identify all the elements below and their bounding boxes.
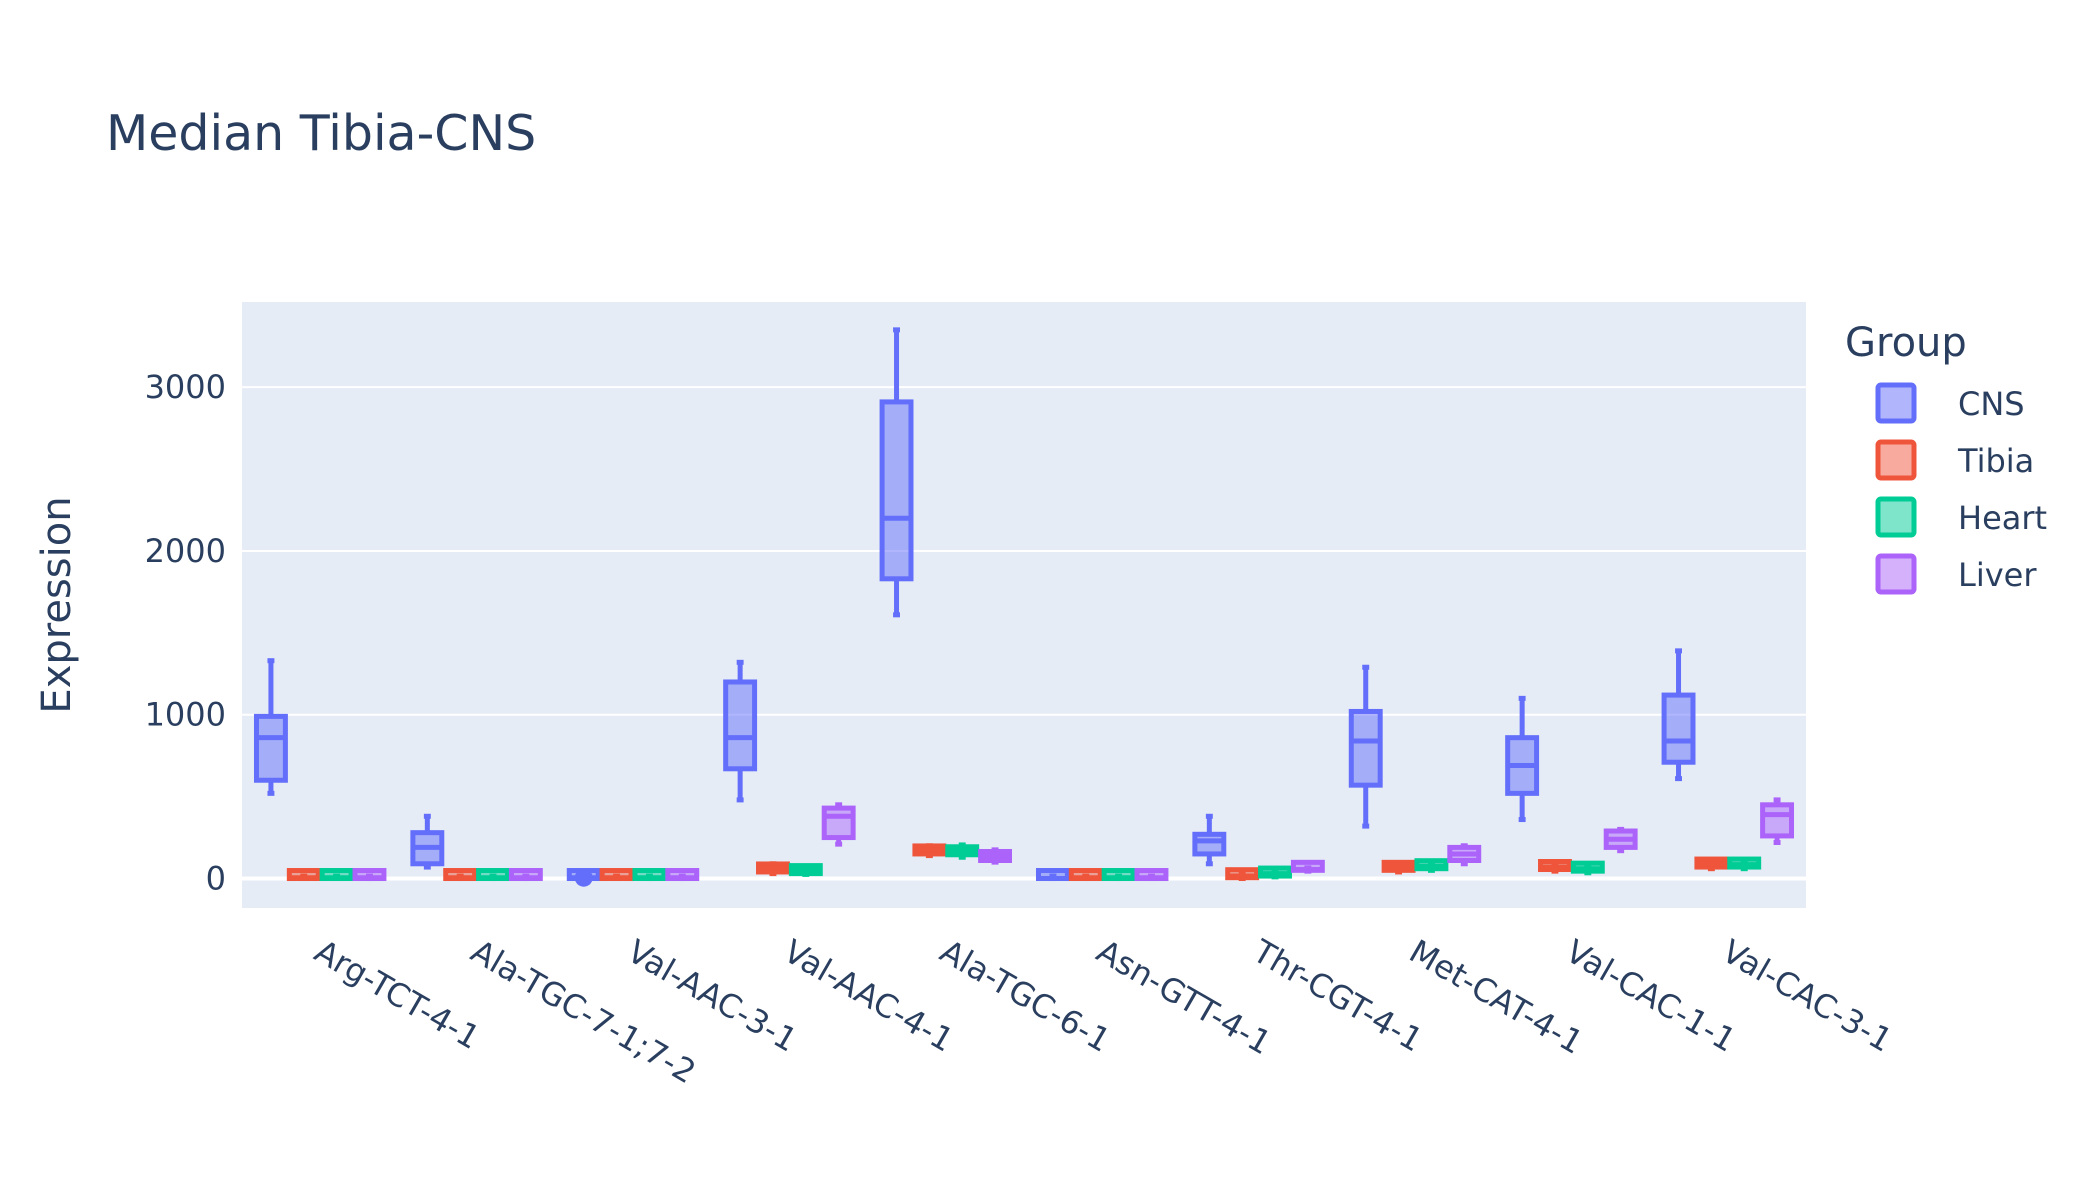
box-liver	[665, 868, 700, 882]
box-heart	[945, 842, 980, 860]
box-heart	[1101, 868, 1136, 882]
legend-item-tibia[interactable]: Tibia	[1875, 439, 2034, 481]
legend-swatch	[1875, 382, 1917, 424]
box-heart	[1414, 858, 1449, 873]
box-tibia	[286, 868, 321, 882]
box-liver	[1290, 859, 1325, 874]
box-cns	[723, 659, 758, 803]
y-tick-label: 2000	[145, 532, 226, 570]
box-cns	[253, 658, 288, 796]
box-cns	[410, 813, 445, 870]
box-heart	[788, 863, 823, 877]
legend-label: Tibia	[1957, 442, 2034, 480]
legend-label: Heart	[1958, 499, 2047, 537]
box-cns	[1348, 664, 1383, 829]
box-cns	[1035, 868, 1070, 882]
box-liver	[1134, 868, 1169, 882]
x-tick-label: Val-CAC-1-1	[1559, 932, 1742, 1060]
box-cns	[879, 327, 914, 618]
legend-item-heart[interactable]: Heart	[1875, 496, 2047, 538]
box-heart	[319, 868, 354, 882]
box-tibia	[756, 861, 790, 877]
box-liver	[821, 802, 856, 847]
box-iqr	[253, 713, 288, 783]
box-iqr	[1661, 692, 1696, 765]
box-liver	[352, 868, 387, 882]
box-heart	[632, 868, 667, 882]
box-iqr	[723, 679, 758, 772]
box-iqr	[879, 399, 914, 582]
legend-item-cns[interactable]: CNS	[1875, 382, 2025, 424]
box-iqr	[821, 805, 856, 841]
box-liver	[1447, 843, 1482, 867]
y-tick-label: 3000	[145, 368, 226, 406]
box-tibia	[912, 843, 947, 859]
legend: Group CNS Tibia Heart Liver	[1845, 320, 2047, 595]
y-axis-title: Expression	[34, 496, 80, 713]
legend-swatch	[1875, 439, 1917, 481]
box-tibia	[599, 868, 634, 882]
legend-title: Group	[1845, 320, 1967, 366]
box-heart	[1727, 856, 1762, 872]
legend-item-liver[interactable]: Liver	[1875, 553, 2037, 595]
legend-swatch	[1875, 496, 1917, 538]
box-liver	[1760, 797, 1795, 845]
x-tick-label: Ala-TGC-6-1	[934, 932, 1117, 1060]
box-cns	[1505, 695, 1540, 823]
outlier-point	[574, 868, 593, 887]
box-liver	[1603, 826, 1638, 854]
x-tick-label: Asn-GTT-4-1	[1090, 932, 1278, 1062]
box-tibia	[1381, 859, 1416, 875]
plot-background	[242, 302, 1806, 908]
chart-title: Median Tibia-CNS	[106, 105, 536, 162]
x-tick-label: Val-AAC-4-1	[777, 932, 960, 1059]
box-tibia	[1694, 856, 1729, 872]
x-tick-label: Val-CAC-3-1	[1716, 932, 1899, 1060]
box-cns	[1661, 648, 1696, 782]
x-tick-label: Thr-CGT-4-1	[1246, 932, 1429, 1060]
box-iqr	[1760, 802, 1795, 839]
legend-label: Liver	[1958, 556, 2037, 594]
box-cns	[1192, 813, 1227, 867]
box-tibia	[1538, 859, 1572, 874]
box-heart	[1258, 865, 1292, 880]
legend-label: CNS	[1958, 385, 2025, 423]
box-liver	[978, 847, 1013, 865]
legend-swatch	[1875, 553, 1917, 595]
box-tibia	[1225, 867, 1260, 882]
box-tibia	[443, 868, 478, 882]
box-heart	[476, 868, 510, 882]
box-tibia	[1068, 868, 1103, 882]
x-tick-label: Arg-TCT-4-1	[308, 932, 486, 1057]
box-heart	[1570, 860, 1605, 876]
box-cns	[566, 868, 601, 887]
x-tick-label: Met-CAT-4-1	[1403, 932, 1590, 1062]
y-tick-label: 1000	[145, 696, 226, 734]
y-tick-label: 0	[206, 860, 226, 898]
box-liver	[508, 868, 543, 882]
box-iqr	[1348, 708, 1383, 788]
box-iqr	[1192, 831, 1227, 857]
